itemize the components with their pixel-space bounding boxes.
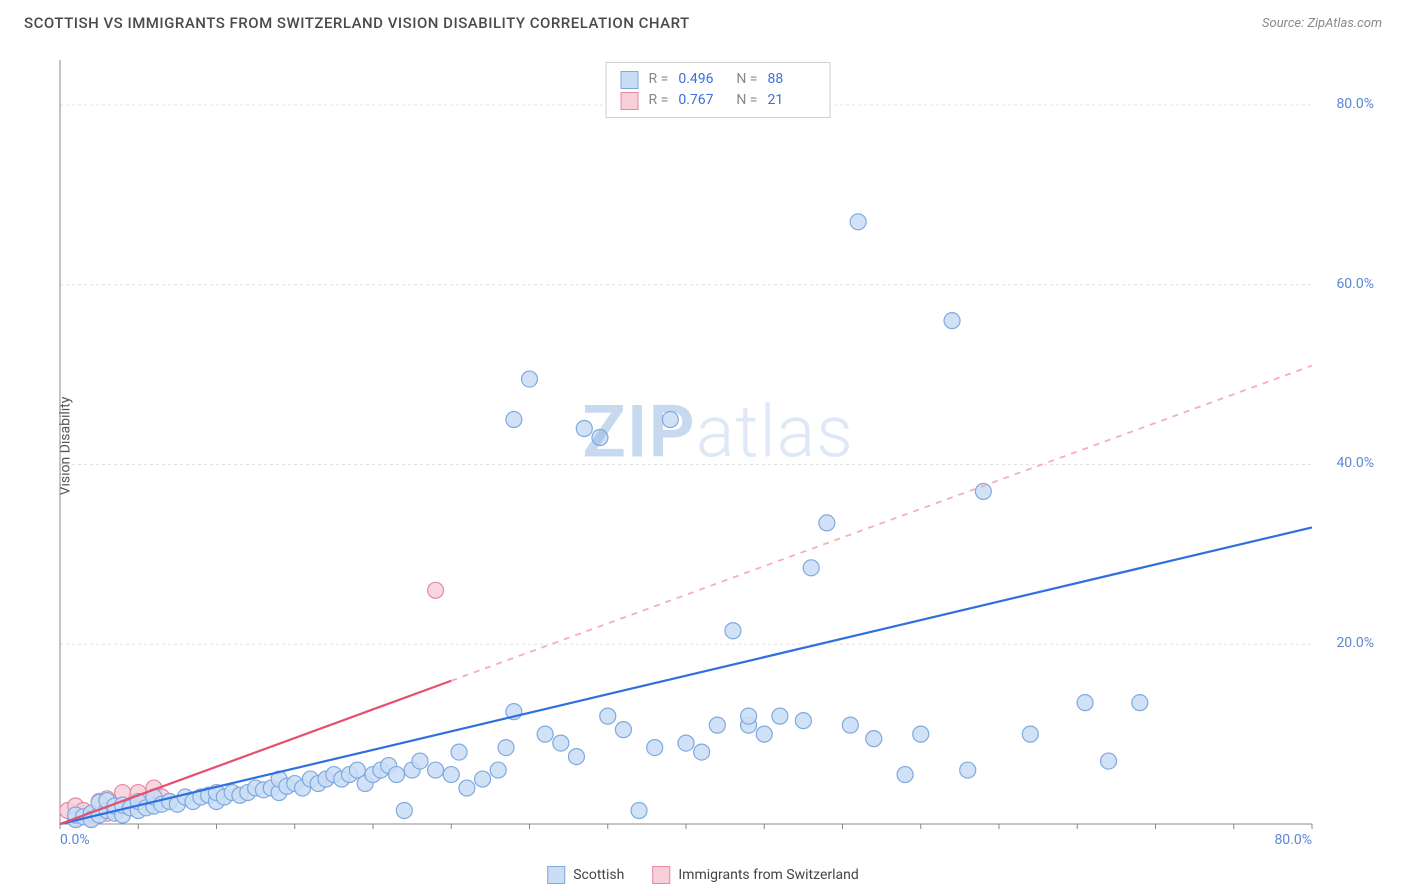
correlation-legend: R = 0.496 N = 88 R = 0.767 N = 21: [606, 62, 831, 118]
tick-label: 80.0%: [1336, 96, 1374, 112]
header: SCOTTISH VS IMMIGRANTS FROM SWITZERLAND …: [0, 0, 1406, 38]
series-legend: Scottish Immigrants from Switzerland: [547, 866, 859, 884]
tick-label: 0.0%: [60, 832, 90, 848]
legend-item-swiss: Immigrants from Switzerland: [652, 866, 858, 884]
r-label-1: R =: [649, 69, 669, 90]
legend-label-swiss: Immigrants from Switzerland: [678, 867, 858, 883]
source-name: ZipAtlas.com: [1307, 16, 1382, 31]
swatch-scottish: [621, 71, 639, 89]
n-value-2: 21: [767, 90, 815, 111]
tick-label: 60.0%: [1336, 276, 1374, 292]
source-label: Source:: [1262, 16, 1307, 31]
r-label-2: R =: [649, 90, 669, 111]
tick-label: 20.0%: [1336, 635, 1374, 651]
legend-item-scottish: Scottish: [547, 866, 624, 884]
correlation-row-2: R = 0.767 N = 21: [621, 90, 816, 111]
r-value-1: 0.496: [678, 69, 726, 90]
tick-label: 40.0%: [1336, 455, 1374, 471]
n-value-1: 88: [767, 69, 815, 90]
tick-label: 80.0%: [1274, 832, 1312, 848]
n-label-1: N =: [736, 69, 757, 90]
source-attribution: Source: ZipAtlas.com: [1262, 16, 1382, 31]
scatter-plot: [54, 54, 1382, 842]
chart-container: SCOTTISH VS IMMIGRANTS FROM SWITZERLAND …: [0, 0, 1406, 892]
correlation-row-1: R = 0.496 N = 88: [621, 69, 816, 90]
legend-swatch-scottish: [547, 866, 565, 884]
n-label-2: N =: [736, 90, 757, 111]
chart-area: ZIPatlas R = 0.496 N = 88 R = 0.767 N = …: [54, 54, 1382, 842]
chart-title: SCOTTISH VS IMMIGRANTS FROM SWITZERLAND …: [24, 14, 690, 32]
legend-swatch-swiss: [652, 866, 670, 884]
legend-label-scottish: Scottish: [573, 867, 624, 883]
r-value-2: 0.767: [678, 90, 726, 111]
swatch-swiss: [621, 92, 639, 110]
